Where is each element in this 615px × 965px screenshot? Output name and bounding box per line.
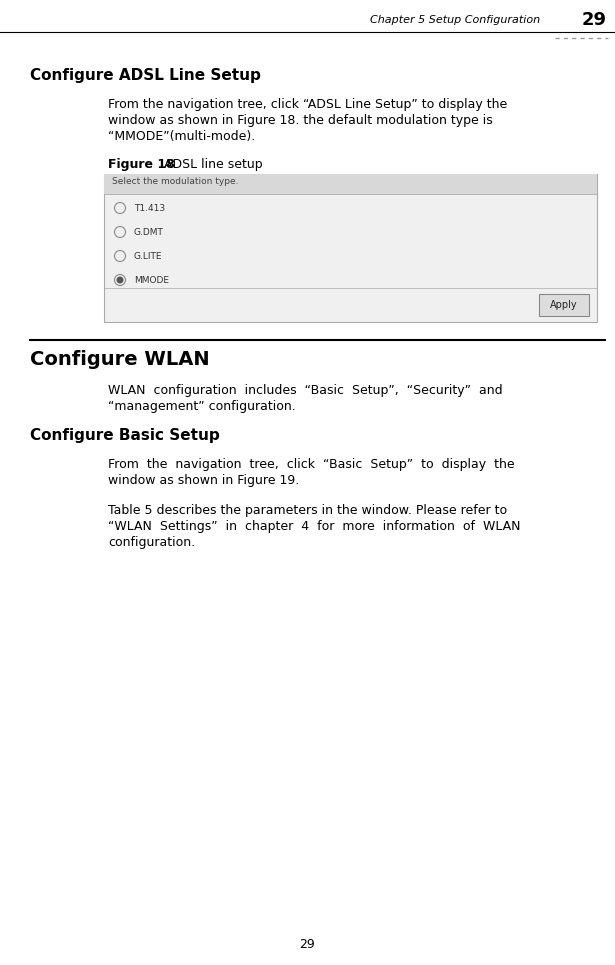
Text: Chapter 5 Setup Configuration: Chapter 5 Setup Configuration	[370, 15, 540, 25]
Bar	[104, 174, 597, 322]
Text: “management” configuration.: “management” configuration.	[108, 400, 296, 413]
Text: “WLAN  Settings”  in  chapter  4  for  more  information  of  WLAN: “WLAN Settings” in chapter 4 for more in…	[108, 520, 520, 533]
Bar	[539, 294, 589, 316]
Bar	[104, 174, 597, 194]
Text: MMODE: MMODE	[134, 276, 169, 285]
Text: window as shown in Figure 19.: window as shown in Figure 19.	[108, 474, 300, 487]
Text: Apply: Apply	[550, 300, 578, 310]
Text: From the navigation tree, click “ADSL Line Setup” to display the: From the navigation tree, click “ADSL Li…	[108, 98, 507, 111]
Text: WLAN  configuration  includes  “Basic  Setup”,  “Security”  and: WLAN configuration includes “Basic Setup…	[108, 384, 502, 397]
Circle shape	[117, 277, 123, 283]
Text: 29: 29	[582, 11, 607, 29]
Text: ADSL line setup: ADSL line setup	[160, 158, 263, 171]
Text: G.LITE: G.LITE	[134, 252, 162, 261]
Text: Figure 18: Figure 18	[108, 158, 175, 171]
Text: Configure Basic Setup: Configure Basic Setup	[30, 428, 220, 443]
Text: 29: 29	[300, 938, 315, 951]
Text: Table 5 describes the parameters in the window. Please refer to: Table 5 describes the parameters in the …	[108, 504, 507, 517]
Text: T1.413: T1.413	[134, 204, 165, 213]
Text: From  the  navigation  tree,  click  “Basic  Setup”  to  display  the: From the navigation tree, click “Basic S…	[108, 458, 515, 471]
Text: Configure ADSL Line Setup: Configure ADSL Line Setup	[30, 68, 261, 83]
Text: Configure WLAN: Configure WLAN	[30, 350, 210, 369]
Text: Select the modulation type.: Select the modulation type.	[112, 177, 239, 186]
Text: G.DMT: G.DMT	[134, 228, 164, 237]
Text: configuration.: configuration.	[108, 536, 195, 549]
Text: “MMODE”(multi-mode).: “MMODE”(multi-mode).	[108, 130, 255, 143]
Text: window as shown in Figure 18. the default modulation type is: window as shown in Figure 18. the defaul…	[108, 114, 493, 127]
